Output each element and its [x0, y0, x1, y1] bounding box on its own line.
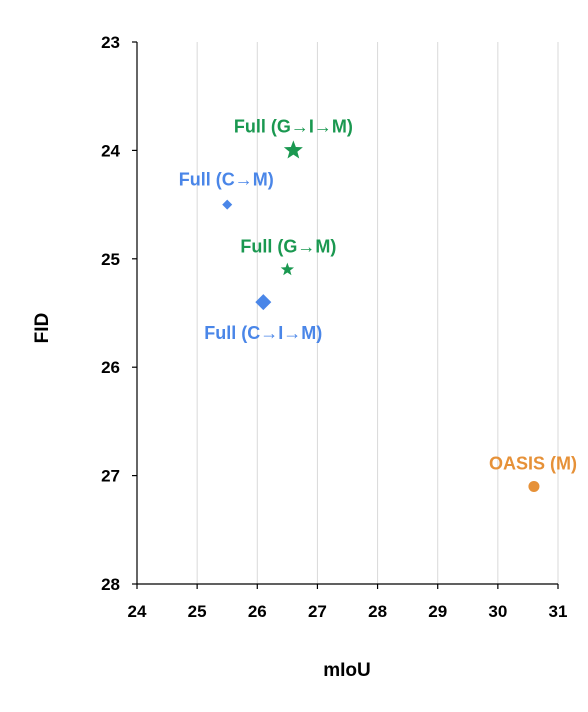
point-oasis-m-circle-marker — [528, 480, 540, 492]
point-label-full-c-i-m: Full (C→I→M) — [204, 323, 322, 343]
x-tick-label: 30 — [488, 602, 507, 621]
grid-lines — [196, 42, 559, 584]
point-labels: Full (G→I→M) Full (C→M) Full (G→M) Full (C→… — [179, 116, 577, 473]
y-tick-label: 25 — [101, 250, 120, 269]
y-axis-label: FID — [32, 313, 53, 344]
y-tick-label: 23 — [101, 33, 120, 52]
y-tick-label: 28 — [101, 575, 120, 594]
x-tick-label: 24 — [128, 602, 147, 621]
x-axis-label: mIoU — [323, 660, 371, 681]
x-tick-label: 29 — [428, 602, 447, 621]
y-tick-label: 26 — [101, 358, 120, 377]
y-tick-label: 24 — [101, 141, 120, 160]
y-tick-label: 27 — [101, 467, 120, 486]
point-full-c-m-diamond-marker — [222, 199, 233, 210]
point-label-full-g-m: Full (G→M) — [240, 237, 336, 257]
x-tick-label: 27 — [308, 602, 327, 621]
tick-labels: 23 24 25 26 27 28 24 25 26 27 28 29 30 31 — [101, 33, 567, 621]
point-label-oasis-m: OASIS (M) — [489, 453, 577, 473]
point-label-full-g-i-m: Full (G→I→M) — [234, 116, 353, 136]
axes — [132, 41, 559, 589]
point-full-g-i-m-star-marker — [283, 140, 303, 159]
data-points — [222, 140, 540, 492]
point-label-full-c-m: Full (C→M) — [179, 170, 274, 190]
x-tick-label: 25 — [188, 602, 207, 621]
x-tick-label: 31 — [549, 602, 568, 621]
x-tick-label: 28 — [368, 602, 387, 621]
x-tick-label: 26 — [248, 602, 267, 621]
point-full-c-i-m-diamond-marker — [255, 294, 272, 311]
point-full-g-m-star-marker — [280, 262, 295, 276]
